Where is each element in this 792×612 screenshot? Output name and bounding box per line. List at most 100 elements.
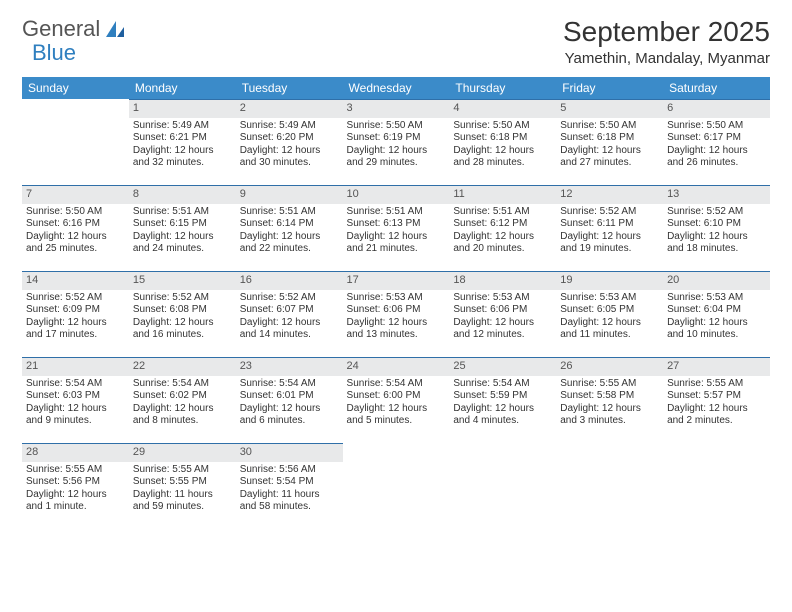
weekday-header: Thursday <box>449 77 556 99</box>
calendar-table: Sunday Monday Tuesday Wednesday Thursday… <box>22 77 770 529</box>
daylight-text: Daylight: 12 hours and 10 minutes. <box>667 317 766 342</box>
daylight-text: Daylight: 12 hours and 13 minutes. <box>347 317 446 342</box>
sunset-text: Sunset: 5:57 PM <box>667 390 766 403</box>
day-number: 25 <box>449 357 556 376</box>
day-number: 6 <box>663 99 770 118</box>
calendar-day-cell: 13Sunrise: 5:52 AMSunset: 6:10 PMDayligh… <box>663 185 770 271</box>
weekday-header: Wednesday <box>343 77 450 99</box>
logo: General <box>22 16 126 42</box>
day-content <box>556 462 663 468</box>
day-number: 12 <box>556 185 663 204</box>
day-number: 20 <box>663 271 770 290</box>
day-number: 1 <box>129 99 236 118</box>
sunrise-text: Sunrise: 5:52 AM <box>240 292 339 305</box>
day-content: Sunrise: 5:49 AMSunset: 6:20 PMDaylight:… <box>236 118 343 174</box>
day-content: Sunrise: 5:50 AMSunset: 6:16 PMDaylight:… <box>22 204 129 260</box>
sunrise-text: Sunrise: 5:53 AM <box>560 292 659 305</box>
day-number: 19 <box>556 271 663 290</box>
sunrise-text: Sunrise: 5:51 AM <box>453 206 552 219</box>
sunset-text: Sunset: 6:03 PM <box>26 390 125 403</box>
sunset-text: Sunset: 6:07 PM <box>240 304 339 317</box>
day-content: Sunrise: 5:53 AMSunset: 6:06 PMDaylight:… <box>343 290 450 346</box>
calendar-day-cell: 27Sunrise: 5:55 AMSunset: 5:57 PMDayligh… <box>663 357 770 443</box>
day-content: Sunrise: 5:54 AMSunset: 5:59 PMDaylight:… <box>449 376 556 432</box>
day-content: Sunrise: 5:53 AMSunset: 6:06 PMDaylight:… <box>449 290 556 346</box>
sunset-text: Sunset: 6:15 PM <box>133 218 232 231</box>
calendar-day-cell: 8Sunrise: 5:51 AMSunset: 6:15 PMDaylight… <box>129 185 236 271</box>
daylight-text: Daylight: 12 hours and 14 minutes. <box>240 317 339 342</box>
calendar-day-cell: 19Sunrise: 5:53 AMSunset: 6:05 PMDayligh… <box>556 271 663 357</box>
daylight-text: Daylight: 12 hours and 18 minutes. <box>667 231 766 256</box>
daylight-text: Daylight: 12 hours and 24 minutes. <box>133 231 232 256</box>
sunrise-text: Sunrise: 5:52 AM <box>133 292 232 305</box>
day-number: 4 <box>449 99 556 118</box>
day-number: 8 <box>129 185 236 204</box>
day-content: Sunrise: 5:54 AMSunset: 6:00 PMDaylight:… <box>343 376 450 432</box>
daylight-text: Daylight: 12 hours and 26 minutes. <box>667 145 766 170</box>
calendar-day-cell: 25Sunrise: 5:54 AMSunset: 5:59 PMDayligh… <box>449 357 556 443</box>
sunset-text: Sunset: 6:05 PM <box>560 304 659 317</box>
sunrise-text: Sunrise: 5:53 AM <box>347 292 446 305</box>
month-title: September 2025 <box>563 16 770 48</box>
weekday-header: Saturday <box>663 77 770 99</box>
day-content: Sunrise: 5:52 AMSunset: 6:07 PMDaylight:… <box>236 290 343 346</box>
calendar-day-cell: . <box>449 443 556 529</box>
sunset-text: Sunset: 6:00 PM <box>347 390 446 403</box>
sunrise-text: Sunrise: 5:53 AM <box>453 292 552 305</box>
day-number: 5 <box>556 99 663 118</box>
sunset-text: Sunset: 5:55 PM <box>133 476 232 489</box>
day-number: 14 <box>22 271 129 290</box>
daylight-text: Daylight: 12 hours and 22 minutes. <box>240 231 339 256</box>
day-content: Sunrise: 5:53 AMSunset: 6:05 PMDaylight:… <box>556 290 663 346</box>
daylight-text: Daylight: 12 hours and 27 minutes. <box>560 145 659 170</box>
calendar-day-cell: . <box>556 443 663 529</box>
day-content: Sunrise: 5:51 AMSunset: 6:15 PMDaylight:… <box>129 204 236 260</box>
sunrise-text: Sunrise: 5:52 AM <box>667 206 766 219</box>
sunrise-text: Sunrise: 5:50 AM <box>26 206 125 219</box>
day-content <box>663 462 770 468</box>
sunset-text: Sunset: 6:18 PM <box>560 132 659 145</box>
sunrise-text: Sunrise: 5:50 AM <box>453 120 552 133</box>
daylight-text: Daylight: 12 hours and 28 minutes. <box>453 145 552 170</box>
daylight-text: Daylight: 12 hours and 17 minutes. <box>26 317 125 342</box>
calendar-day-cell: 17Sunrise: 5:53 AMSunset: 6:06 PMDayligh… <box>343 271 450 357</box>
calendar-day-cell: 23Sunrise: 5:54 AMSunset: 6:01 PMDayligh… <box>236 357 343 443</box>
day-content: Sunrise: 5:50 AMSunset: 6:17 PMDaylight:… <box>663 118 770 174</box>
calendar-day-cell: 18Sunrise: 5:53 AMSunset: 6:06 PMDayligh… <box>449 271 556 357</box>
day-content: Sunrise: 5:55 AMSunset: 5:56 PMDaylight:… <box>22 462 129 518</box>
daylight-text: Daylight: 12 hours and 9 minutes. <box>26 403 125 428</box>
calendar-day-cell: 14 Sunrise: 5:52 AMSunset: 6:09 PMDayligh… <box>22 271 129 357</box>
sunset-text: Sunset: 6:11 PM <box>560 218 659 231</box>
day-content <box>449 462 556 468</box>
calendar-day-cell: 2Sunrise: 5:49 AMSunset: 6:20 PMDaylight… <box>236 99 343 185</box>
sunrise-text: Sunrise: 5:54 AM <box>133 378 232 391</box>
logo-text-blue: Blue <box>32 40 76 66</box>
daylight-text: Daylight: 12 hours and 21 minutes. <box>347 231 446 256</box>
day-number: 21 <box>22 357 129 376</box>
sunset-text: Sunset: 6:09 PM <box>26 304 125 317</box>
day-number: 15 <box>129 271 236 290</box>
calendar-week-row: 28Sunrise: 5:55 AMSunset: 5:56 PMDayligh… <box>22 443 770 529</box>
sunrise-text: Sunrise: 5:52 AM <box>26 292 125 305</box>
daylight-text: Daylight: 12 hours and 20 minutes. <box>453 231 552 256</box>
day-content: Sunrise: 5:51 AMSunset: 6:14 PMDaylight:… <box>236 204 343 260</box>
calendar-day-cell: 26Sunrise: 5:55 AMSunset: 5:58 PMDayligh… <box>556 357 663 443</box>
day-content: Sunrise: 5:55 AMSunset: 5:55 PMDaylight:… <box>129 462 236 518</box>
day-number: 29 <box>129 443 236 462</box>
daylight-text: Daylight: 12 hours and 2 minutes. <box>667 403 766 428</box>
calendar-day-cell: . <box>22 99 129 185</box>
sunrise-text: Sunrise: 5:56 AM <box>240 464 339 477</box>
calendar-day-cell: 21Sunrise: 5:54 AMSunset: 6:03 PMDayligh… <box>22 357 129 443</box>
location-text: Yamethin, Mandalay, Myanmar <box>563 50 770 67</box>
title-block: September 2025 Yamethin, Mandalay, Myanm… <box>563 16 770 67</box>
sunset-text: Sunset: 6:01 PM <box>240 390 339 403</box>
calendar-day-cell: . <box>663 443 770 529</box>
calendar-day-cell: 20Sunrise: 5:53 AMSunset: 6:04 PMDayligh… <box>663 271 770 357</box>
calendar-week-row: 21Sunrise: 5:54 AMSunset: 6:03 PMDayligh… <box>22 357 770 443</box>
calendar-day-cell: 10Sunrise: 5:51 AMSunset: 6:13 PMDayligh… <box>343 185 450 271</box>
sunset-text: Sunset: 6:18 PM <box>453 132 552 145</box>
sunset-text: Sunset: 6:08 PM <box>133 304 232 317</box>
calendar-day-cell: 24Sunrise: 5:54 AMSunset: 6:00 PMDayligh… <box>343 357 450 443</box>
day-number: 28 <box>22 443 129 462</box>
sunrise-text: Sunrise: 5:55 AM <box>560 378 659 391</box>
